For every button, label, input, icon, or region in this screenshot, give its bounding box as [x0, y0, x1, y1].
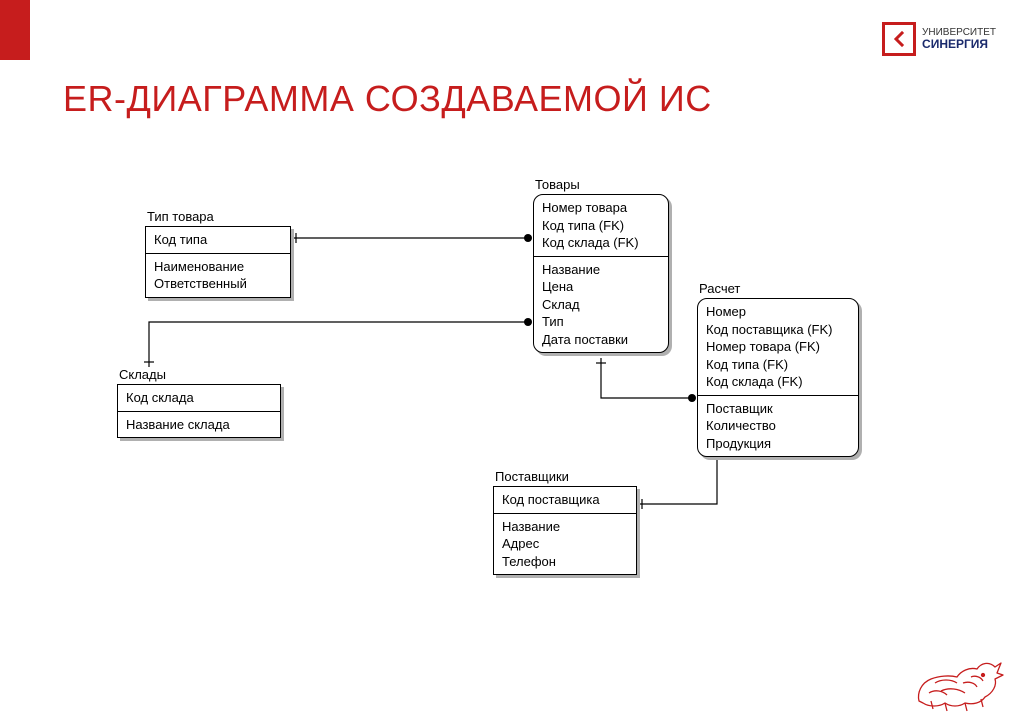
entity-postavshiki: Поставщики Код поставщика НазваниеАдресТел… [493, 469, 637, 575]
pk-field: Код поставщика (FK) [706, 321, 850, 339]
entity-raschet: Расчет НомерКод поставщика (FK)Номер това… [697, 281, 859, 457]
entity-title: Тип товара [145, 209, 291, 224]
pk-field: Код склада (FK) [706, 373, 850, 391]
attr-field: Склад [542, 296, 660, 314]
entity-sklady: Склады Код склада Название склада [117, 367, 281, 438]
rhino-icon [911, 653, 1006, 713]
connector-line [637, 450, 717, 504]
entity-box: Код поставщика НазваниеАдресТелефон [493, 486, 637, 575]
entity-attrs-section: НазваниеЦенаСкладТипДата поставки [534, 257, 668, 353]
entity-box: Код склада Название склада [117, 384, 281, 438]
entity-pk-section: Номер товараКод типа (FK)Код склада (FK) [534, 195, 668, 257]
entity-attrs-section: Название склада [118, 412, 280, 438]
attr-field: Адрес [502, 535, 628, 553]
pk-field: Код типа (FK) [542, 217, 660, 235]
pk-field: Код типа [154, 231, 282, 249]
entity-pk-section: НомерКод поставщика (FK)Номер товара (FK… [698, 299, 858, 396]
pk-field: Номер [706, 303, 850, 321]
pk-field: Код склада (FK) [542, 234, 660, 252]
connector-endpoint-icon [524, 318, 532, 326]
attr-field: Название склада [126, 416, 272, 434]
pk-field: Код типа (FK) [706, 356, 850, 374]
entity-attrs-section: ПоставщикКоличествоПродукция [698, 396, 858, 457]
entity-box: Номер товараКод типа (FK)Код склада (FK)… [533, 194, 669, 353]
pk-field: Номер товара (FK) [706, 338, 850, 356]
attr-field: Наименование [154, 258, 282, 276]
connector-endpoint-icon [524, 234, 532, 242]
attr-field: Продукция [706, 435, 850, 453]
attr-field: Количество [706, 417, 850, 435]
er-diagram: Тип товара Код типа НаименованиеОтветствен… [0, 0, 1024, 723]
connector-endpoint-icon [688, 394, 696, 402]
entity-title: Товары [533, 177, 669, 192]
attr-field: Тип [542, 313, 660, 331]
attr-field: Цена [542, 278, 660, 296]
connectors-layer [0, 0, 1024, 723]
entity-title: Расчет [697, 281, 859, 296]
entity-tovary: Товары Номер товараКод типа (FK)Код склад… [533, 177, 669, 353]
pk-field: Код склада [126, 389, 272, 407]
entity-box: Код типа НаименованиеОтветственный [145, 226, 291, 298]
attr-field: Название [502, 518, 628, 536]
entity-pk-section: Код склада [118, 385, 280, 412]
entity-attrs-section: НазваниеАдресТелефон [494, 514, 636, 575]
entity-pk-section: Код типа [146, 227, 290, 254]
attr-field: Дата поставки [542, 331, 660, 349]
pk-field: Код поставщика [502, 491, 628, 509]
connector-line [601, 358, 692, 398]
entity-title: Поставщики [493, 469, 637, 484]
connector-line [149, 322, 528, 367]
attr-field: Ответственный [154, 275, 282, 293]
entity-pk-section: Код поставщика [494, 487, 636, 514]
entity-attrs-section: НаименованиеОтветственный [146, 254, 290, 297]
attr-field: Название [542, 261, 660, 279]
entity-tip_tovara: Тип товара Код типа НаименованиеОтветствен… [145, 209, 291, 298]
attr-field: Телефон [502, 553, 628, 571]
pk-field: Номер товара [542, 199, 660, 217]
entity-box: НомерКод поставщика (FK)Номер товара (FK… [697, 298, 859, 457]
attr-field: Поставщик [706, 400, 850, 418]
entity-title: Склады [117, 367, 281, 382]
